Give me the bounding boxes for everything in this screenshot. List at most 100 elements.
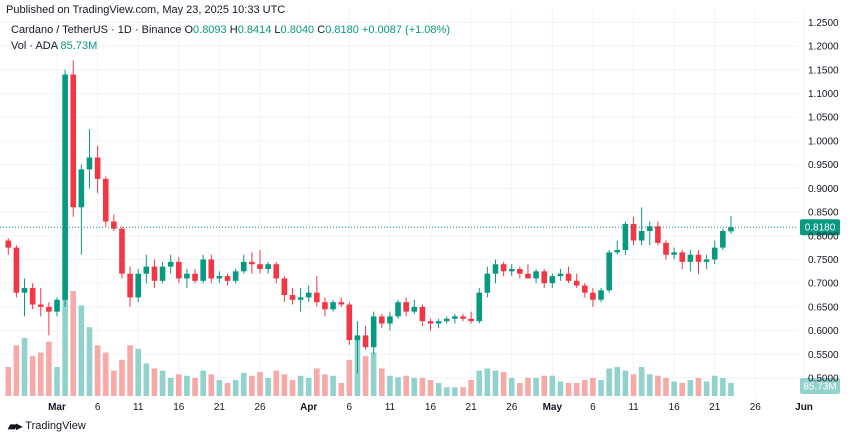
candle-body <box>192 273 198 281</box>
legend-symbol: Cardano / TetherUS · 1D · Binance <box>11 24 182 36</box>
candle-body <box>435 321 442 324</box>
time-tick-label: 21 <box>709 402 721 413</box>
candle-body <box>468 318 474 322</box>
candle-body <box>476 292 483 322</box>
candle-body <box>362 335 369 348</box>
candle-body <box>78 169 85 208</box>
brand[interactable]: ▰▸ TradingView <box>8 419 86 433</box>
time-tick-label: 16 <box>425 402 437 413</box>
price-tick-label: 0.6000 <box>808 326 839 337</box>
volume-bar <box>94 345 101 396</box>
candle-body <box>370 316 377 348</box>
brand-name: TradingView <box>25 420 86 432</box>
volume-bar <box>13 345 20 396</box>
price-tick-label: 1.0500 <box>808 113 839 124</box>
price-tick-label: 0.8000 <box>808 231 839 242</box>
chart-grid <box>0 10 805 397</box>
legend-high-label: H <box>229 24 238 36</box>
price-candles <box>5 60 734 374</box>
candle-body <box>549 276 556 284</box>
price-tick-label: 0.5500 <box>808 350 839 361</box>
volume-bar <box>111 370 117 396</box>
price-tick-label: 0.9000 <box>808 184 839 195</box>
volume-bar <box>646 374 653 396</box>
volume-bar <box>598 380 604 396</box>
candle-body <box>671 252 677 255</box>
candle-body <box>127 273 133 298</box>
volume-bar <box>728 382 734 396</box>
legend-close-label: C <box>317 24 326 36</box>
candle-body <box>379 316 385 324</box>
candle-body <box>159 266 166 281</box>
volume-bar <box>297 375 304 396</box>
volume-bar <box>362 356 369 396</box>
volume-bar <box>468 380 474 396</box>
candle-body <box>54 299 60 312</box>
volume-bar <box>289 380 296 396</box>
candle-body <box>630 223 637 241</box>
price-tick-label: 0.5000 <box>808 374 839 385</box>
volume-bar <box>443 387 450 396</box>
volume-bar <box>184 375 190 396</box>
published-caption: Published on TradingView.com, May 23, 20… <box>6 4 286 16</box>
last-volume-badge <box>800 378 840 394</box>
volume-bar <box>86 327 93 396</box>
candle-body <box>354 335 361 341</box>
volume-bar <box>29 356 36 396</box>
volume-bar <box>192 377 198 396</box>
volume-bar <box>533 377 539 396</box>
candle-body <box>711 247 718 260</box>
candle-body <box>622 223 629 250</box>
candle-body <box>533 271 539 279</box>
candle-body <box>111 221 117 229</box>
candle-body <box>541 271 547 284</box>
candle-body <box>21 287 28 293</box>
candle-body <box>94 157 101 179</box>
volume-bar <box>322 374 328 396</box>
time-tick-label: 21 <box>466 402 478 413</box>
legend-volume-row: Vol · ADA 85.73M <box>11 38 450 54</box>
volume-bar <box>655 375 661 396</box>
candle-body <box>646 226 653 232</box>
candle-body <box>460 316 466 319</box>
time-tick-label: 6 <box>590 402 596 413</box>
volume-bar <box>703 381 710 396</box>
volume-bar <box>167 377 174 396</box>
price-tick-label: 1.1000 <box>808 89 839 100</box>
candle-body <box>582 285 588 293</box>
candle-body <box>452 316 458 319</box>
candle-body <box>281 278 288 296</box>
candle-body <box>305 292 312 298</box>
volume-bar <box>135 348 141 396</box>
candle-body <box>224 276 231 281</box>
candle-body <box>427 321 434 324</box>
time-tick-label: 26 <box>506 402 518 413</box>
volume-bar <box>102 352 109 396</box>
price-tick-label: 1.2500 <box>808 18 839 29</box>
volume-bar <box>590 377 596 396</box>
volume-bar <box>176 374 182 396</box>
volume-bar <box>273 370 280 396</box>
candle-body <box>62 74 68 300</box>
price-tick-label: 0.9500 <box>808 160 839 171</box>
candle-body <box>322 302 328 310</box>
volume-bar <box>127 345 133 396</box>
candle-body <box>232 271 239 281</box>
legend-open-label: O <box>184 24 194 36</box>
volume-bar <box>330 375 336 396</box>
time-tick-label: 16 <box>173 402 185 413</box>
time-tick-label: 6 <box>347 402 353 413</box>
candle-body <box>297 297 304 300</box>
volume-bar <box>573 382 580 396</box>
volume-bars <box>5 291 734 396</box>
volume-bar <box>54 367 60 396</box>
candle-body <box>338 302 344 305</box>
volume-bar <box>200 370 206 396</box>
candle-body <box>70 74 77 208</box>
candle-body <box>728 227 734 232</box>
candle-body <box>119 228 125 274</box>
candle-body <box>330 302 336 310</box>
candle-body <box>216 276 223 279</box>
candle-body <box>557 273 564 277</box>
